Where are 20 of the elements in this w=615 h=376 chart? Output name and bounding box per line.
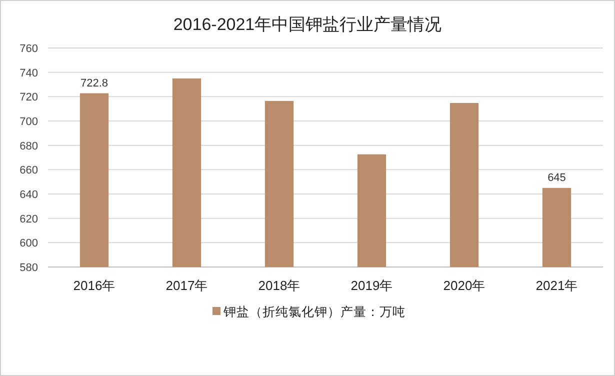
x-tick-label: 2016年 <box>73 278 116 293</box>
y-tick-label: 600 <box>20 238 38 250</box>
y-tick-label: 700 <box>20 116 38 128</box>
y-tick-label: 640 <box>20 189 38 201</box>
y-tick-label: 620 <box>20 213 38 226</box>
y-tick-label: 720 <box>20 92 38 104</box>
y-tick-label: 660 <box>20 164 38 177</box>
x-tick-label: 2017年 <box>166 278 208 293</box>
data-label: 645 <box>548 172 566 184</box>
y-tick-label: 760 <box>20 43 38 55</box>
x-tick-label: 2019年 <box>350 278 393 293</box>
y-tick-label: 740 <box>20 67 38 80</box>
x-tick-label: 2018年 <box>258 278 300 293</box>
legend-label: 钾盐（折纯氯化钾）产量：万吨 <box>222 305 406 319</box>
y-tick-label: 680 <box>20 140 38 152</box>
data-label: 722.8 <box>80 77 108 90</box>
x-tick-label: 2020年 <box>443 278 486 293</box>
chart-title: 2016-2021年中国钾盐行业产量情况 <box>173 15 442 34</box>
y-tick-label: 580 <box>20 262 38 274</box>
x-tick-label: 2021年 <box>536 278 578 293</box>
